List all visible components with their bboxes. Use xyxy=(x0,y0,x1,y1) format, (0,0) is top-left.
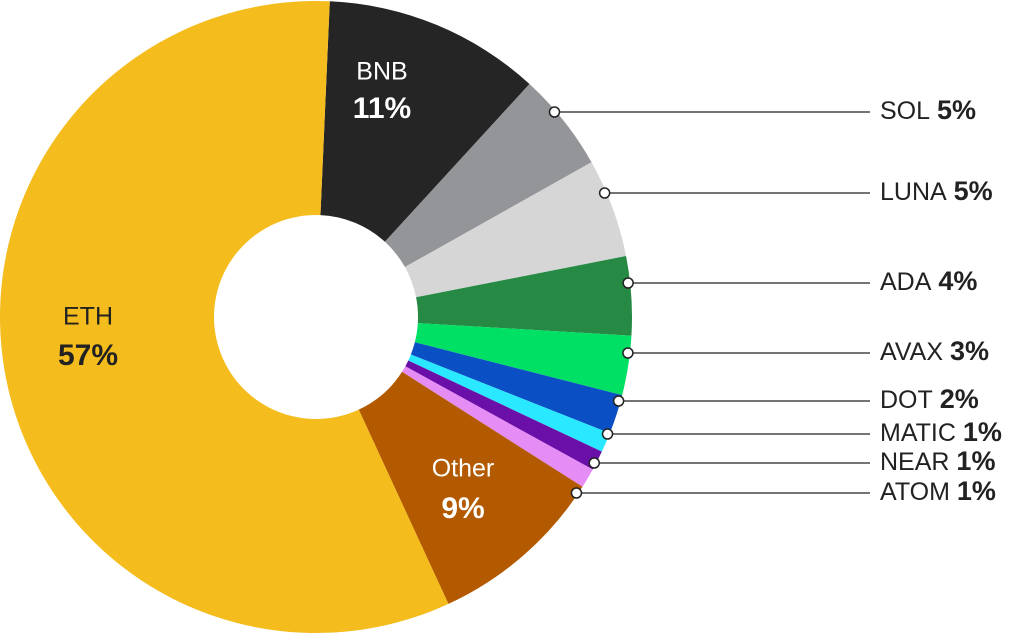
leader-dot xyxy=(598,187,611,199)
legend-label: DOT 2% xyxy=(880,384,979,414)
leader-dot xyxy=(548,106,561,118)
legend-name: DOT xyxy=(880,386,933,414)
slice xyxy=(402,366,593,487)
legend-name: NEAR xyxy=(880,448,949,476)
slice-label: ETH xyxy=(63,303,113,331)
legend-value: 2% xyxy=(940,384,979,414)
value-label: 57% xyxy=(58,339,118,372)
slice xyxy=(408,354,610,452)
slice xyxy=(416,255,632,336)
slice xyxy=(0,1,449,633)
legend-name: ATOM xyxy=(880,478,950,506)
legend-value: 5% xyxy=(937,95,976,125)
leader-dot xyxy=(570,487,583,499)
legend-name: SOL xyxy=(880,97,930,125)
legend-value: 4% xyxy=(938,266,977,296)
legend-value: 1% xyxy=(963,417,1002,447)
leader-dot xyxy=(612,395,625,407)
leader-dot xyxy=(622,347,634,359)
legend-value: 3% xyxy=(950,336,989,366)
slice xyxy=(384,84,592,268)
value-label: 9% xyxy=(441,492,484,525)
slice xyxy=(358,371,583,604)
legend-label: AVAX 3% xyxy=(880,336,989,366)
legend-value: 5% xyxy=(954,176,993,206)
legend-label: LUNA 5% xyxy=(880,176,993,206)
slice xyxy=(320,1,530,242)
legend-value: 1% xyxy=(957,476,996,506)
legend-label: SOL 5% xyxy=(880,95,976,125)
leader-dot xyxy=(601,428,614,440)
legend-label: NEAR 1% xyxy=(880,446,995,476)
legend-name: LUNA xyxy=(880,178,947,206)
legend-name: MATIC xyxy=(880,419,956,447)
legend-name: ADA xyxy=(880,268,932,296)
legend-label: ADA 4% xyxy=(880,266,977,296)
legend-name: AVAX xyxy=(880,338,943,366)
legend-label: ATOM 1% xyxy=(880,476,996,506)
leader-dot xyxy=(622,277,634,289)
legend-value: 1% xyxy=(956,446,995,476)
slice-label: BNB xyxy=(356,58,407,86)
slice xyxy=(405,360,602,470)
leader-dot xyxy=(588,457,600,469)
slice xyxy=(404,162,627,298)
slice xyxy=(414,323,632,396)
legend-label: MATIC 1% xyxy=(880,417,1002,447)
value-label: 11% xyxy=(353,92,411,125)
slice-label: Other xyxy=(432,455,495,483)
slice xyxy=(410,342,623,434)
